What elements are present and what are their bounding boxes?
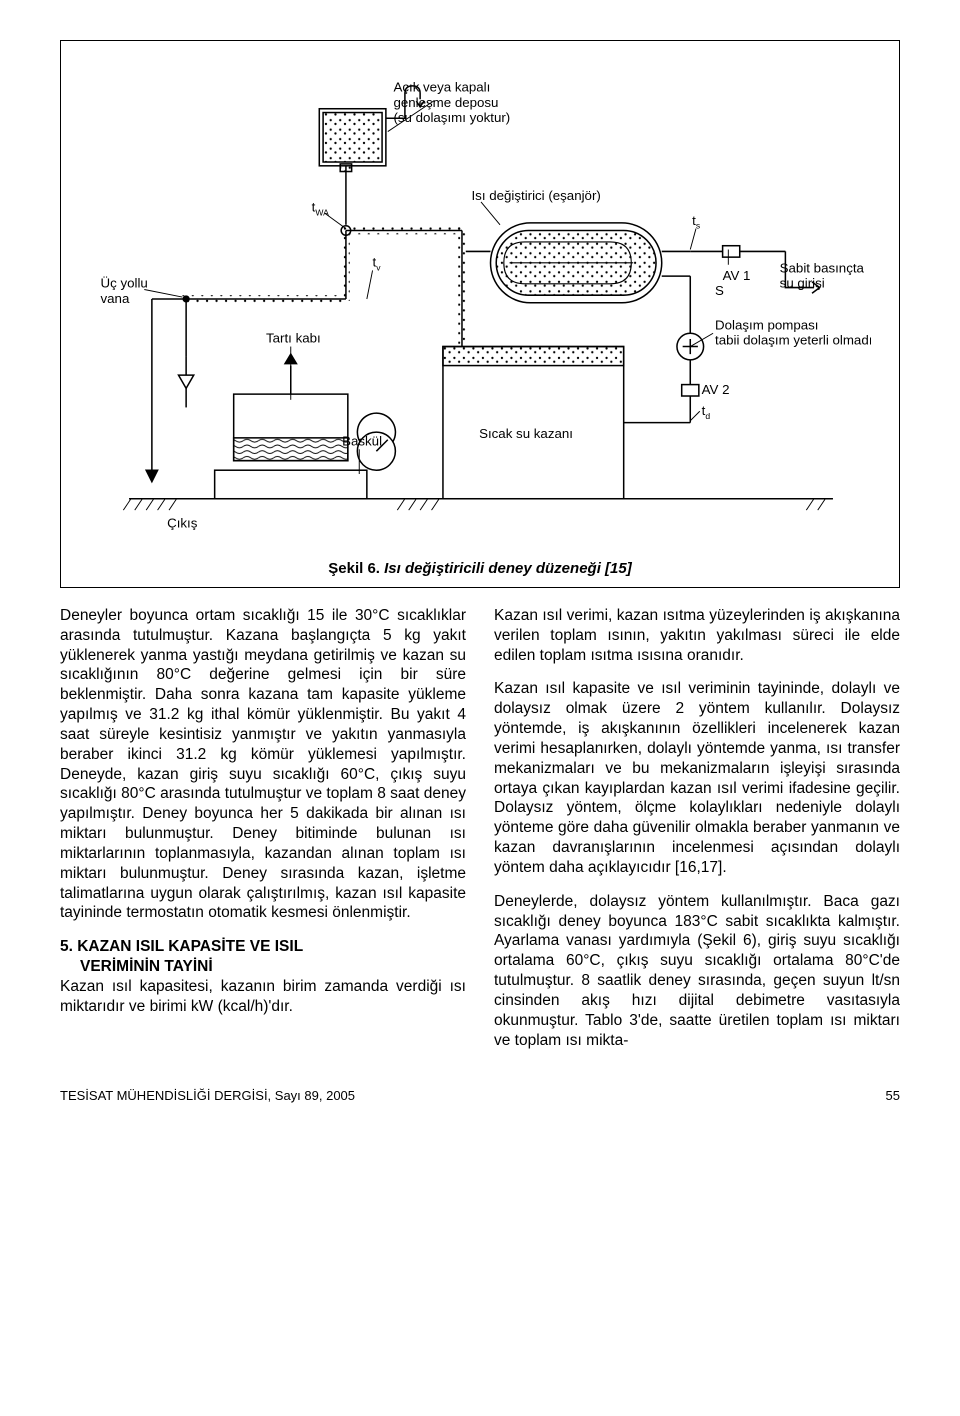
lbl-exchanger: Isı değiştirici (eşanjör) [471,188,600,203]
lbl-twa-sub: WA [315,207,329,217]
lbl-av2: AV 2 [702,382,730,397]
svg-text:genleşme deposu: genleşme deposu [393,95,498,110]
footer-page-number: 55 [886,1088,900,1103]
lbl-dol-2: tabii dolaşım yeterli olmadığında [715,333,871,348]
lbl-ucyollu-1: Üç yollu [101,276,148,291]
svg-text:Çıkış: Çıkış [167,515,198,530]
section-5-heading: 5. KAZAN ISIL KAPASİTE VE ISIL VERİMİNİN… [60,937,466,977]
right-p1: Kazan ısıl verimi, kazan ısıtma yüzeyler… [494,606,900,665]
svg-text:Sabit basınçta: Sabit basınçta [780,260,865,275]
lbl-baskul: Baskül [342,433,382,448]
page-footer: TESİSAT MÜHENDİSLİĞİ DERGİSİ, Sayı 89, 2… [60,1088,900,1103]
figure6: Açık veya kapalı genleşme deposu (su dol… [60,40,900,588]
lbl-s: S [715,283,724,298]
svg-text:su girişi: su girişi [780,276,825,291]
body-columns: Deneyler boyunca ortam sıcaklığı 15 ile … [60,606,900,1064]
section-5-title-line2: VERİMİNİN TAYİNİ [80,957,466,977]
lbl-tartikabi: Tartı kabı [266,331,321,346]
column-left: Deneyler boyunca ortam sıcaklığı 15 ile … [60,606,466,1064]
svg-text:tabii dolaşım yeterli olmadığı: tabii dolaşım yeterli olmadığında [715,333,871,348]
svg-text:Açık veya kapalı: Açık veya kapalı [393,80,490,95]
lbl-sabit-2: su girişi [780,276,825,291]
lbl-ucyollu-2: vana [101,291,130,306]
svg-text:(su dolaşımı yoktur): (su dolaşımı yoktur) [393,110,510,125]
column-right: Kazan ısıl verimi, kazan ısıtma yüzeyler… [494,606,900,1064]
lbl-ts-sub: s [696,221,700,231]
footer-journal: TESİSAT MÜHENDİSLİĞİ DERGİSİ, Sayı 89, 2… [60,1088,355,1103]
svg-text:Üç yollu: Üç yollu [101,276,148,291]
svg-text:Sıcak su kazanı: Sıcak su kazanı [479,426,573,441]
lbl-tank-3: (su dolaşımı yoktur) [393,110,510,125]
svg-text:Dolaşım pompası: Dolaşım pompası [715,317,818,332]
right-p2: Kazan ısıl kapasite ve ısıl veriminin ta… [494,679,900,877]
svg-text:tWA: tWA [312,199,329,217]
lbl-tank-2: genleşme deposu [393,95,498,110]
figure6-caption-prefix: Şekil 6. [328,560,380,577]
right-p3: Deneylerde, dolaysız yöntem kullanılmışt… [494,892,900,1051]
lbl-sicak: Sıcak su kazanı [479,426,573,441]
svg-text:Baskül: Baskül [342,433,382,448]
svg-text:td: td [702,403,711,421]
svg-text:Tartı kabı: Tartı kabı [266,331,321,346]
svg-text:vana: vana [101,291,130,306]
svg-text:ts: ts [692,213,700,231]
figure6-caption-text: Isı değiştiricili deney düzeneği [15] [384,560,632,577]
svg-text:tv: tv [373,255,382,273]
figure6-caption: Şekil 6. Isı değiştiricili deney düzeneğ… [91,560,869,577]
lbl-td-sub: d [705,411,710,421]
lbl-cikis: Çıkış [167,515,198,530]
left-p2: Kazan ısıl kapasitesi, kazanın birim zam… [60,977,466,1017]
svg-text:S: S [715,283,724,298]
svg-text:AV 2: AV 2 [702,382,730,397]
section-5-title-line1: 5. KAZAN ISIL KAPASİTE VE ISIL [60,938,303,955]
figure6-diagram: Açık veya kapalı genleşme deposu (su dol… [91,61,871,556]
lbl-tv-sub: v [376,262,381,272]
left-p1: Deneyler boyunca ortam sıcaklığı 15 ile … [60,606,466,923]
svg-text:Isı değiştirici (eşanjör): Isı değiştirici (eşanjör) [471,188,600,203]
lbl-sabit-1: Sabit basınçta [780,260,865,275]
svg-text:AV 1: AV 1 [723,268,751,283]
lbl-tank-1: Açık veya kapalı [393,80,490,95]
lbl-dol-1: Dolaşım pompası [715,317,818,332]
lbl-av1: AV 1 [723,268,751,283]
